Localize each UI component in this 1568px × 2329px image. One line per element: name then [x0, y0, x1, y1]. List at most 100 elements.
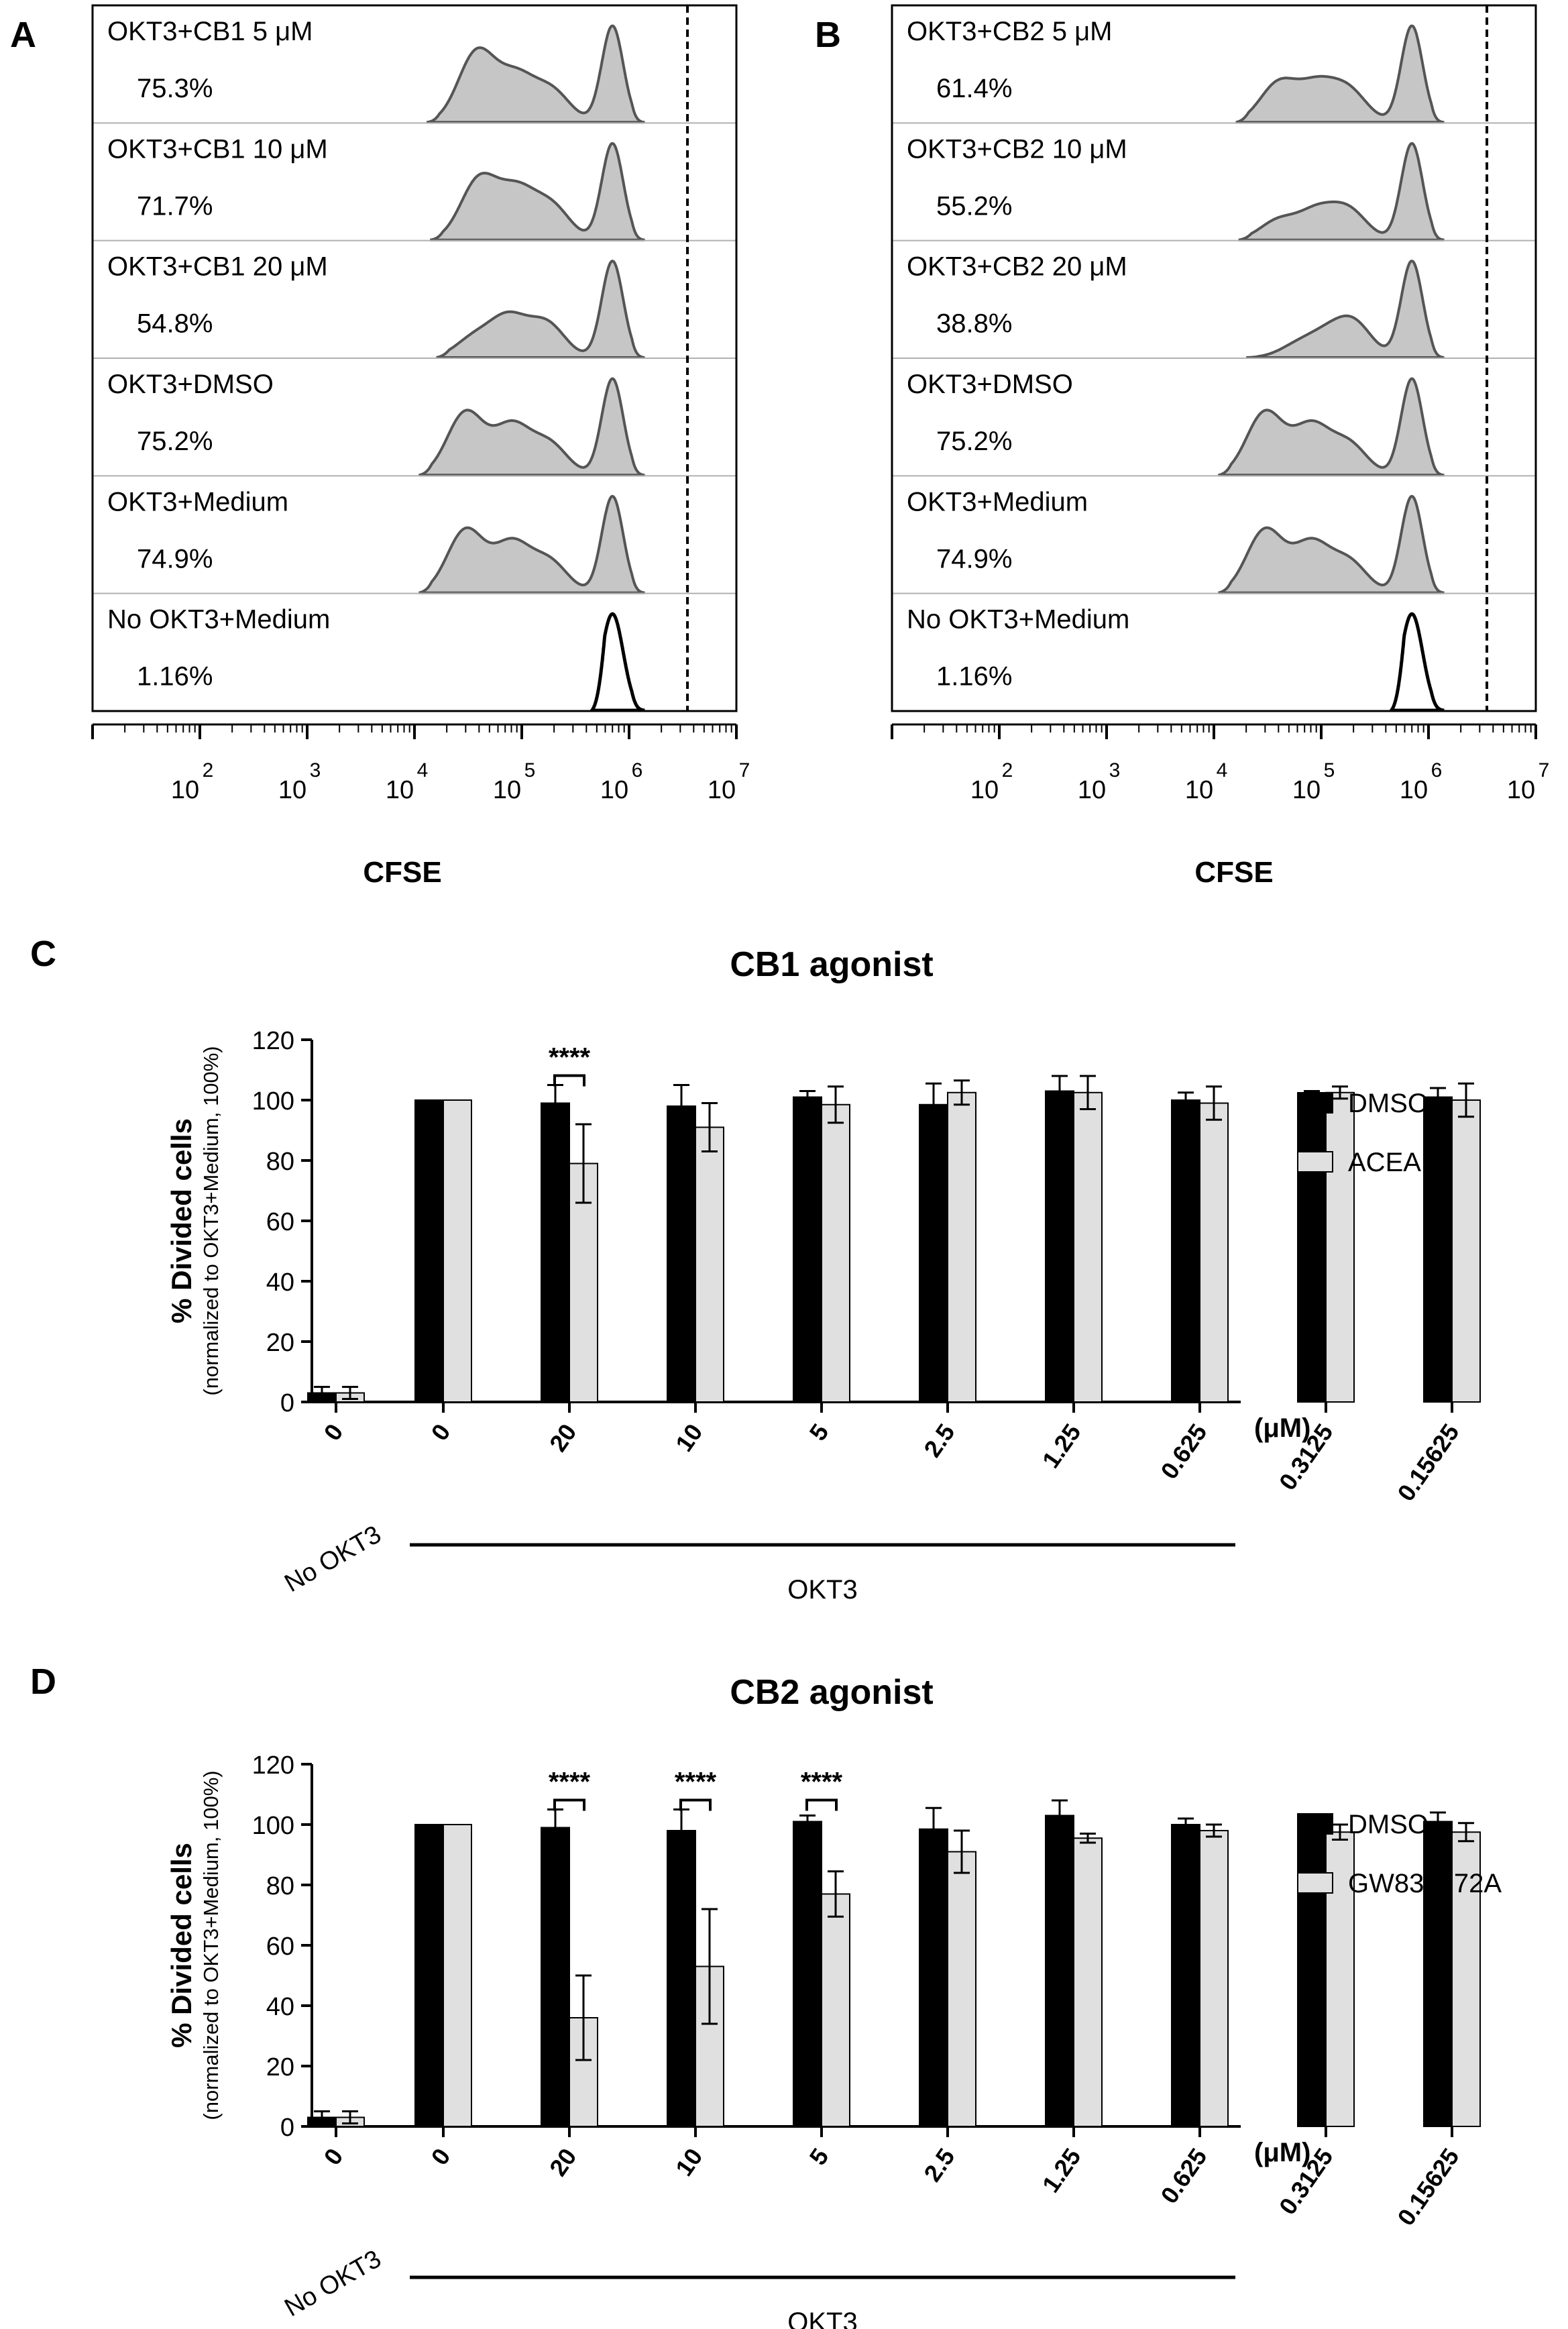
- legend-label: GW833972A: [1348, 1869, 1502, 1898]
- bar-acea: [1451, 1099, 1481, 1403]
- panel-letter-c: C: [30, 934, 56, 974]
- x-tick-label-exponent: 3: [310, 759, 321, 781]
- panel-letter-d: D: [30, 1662, 56, 1702]
- plot-frame: [91, 4, 738, 712]
- x-tick-label-exponent: 4: [1217, 759, 1228, 781]
- bar-gw833972a: [443, 1824, 472, 2127]
- panel-b-histograms: OKT3+CB2 5 μM 61.4% OKT3+CB2 10 μM 55.2% OKT…: [891, 4, 1550, 889]
- sample-label: OKT3+Medium: [107, 487, 288, 517]
- bar-acea: [1199, 1102, 1229, 1403]
- sample-label: OKT3+CB2 20 μM: [907, 252, 1127, 282]
- histogram-curve: [1246, 260, 1445, 359]
- sample-label: OKT3+CB2 5 μM: [907, 17, 1112, 46]
- bar-dmso: [1171, 1099, 1200, 1403]
- y-tick-label: 100: [252, 1812, 294, 1840]
- x-tick-label-exponent: 7: [1538, 759, 1550, 781]
- sample-label: OKT3+CB1 10 μM: [107, 134, 328, 164]
- x-tick-label-base: 10: [1400, 776, 1428, 804]
- x-tick-label-exponent: 5: [1324, 759, 1335, 781]
- panel-c-bar-chart: CB1 agonist 0 20 40 60 80 100 120 % Divided cell…: [166, 945, 1481, 1605]
- x-tick-label-base: 10: [493, 776, 521, 804]
- panel-letter-a: A: [10, 15, 36, 55]
- x-axis-title: CFSE: [363, 856, 441, 889]
- histogram-curve: [1388, 612, 1445, 712]
- x-tick-label-base: 10: [171, 776, 199, 804]
- x-tick-label-base: 10: [708, 776, 736, 804]
- x-tick-label-base: 10: [386, 776, 414, 804]
- x-tick-label-exponent: 6: [632, 759, 643, 781]
- x-tick-label-exponent: 5: [524, 759, 536, 781]
- bar-gw833972a: [1073, 1837, 1103, 2127]
- bar-dmso: [667, 1830, 696, 2127]
- bar-dmso: [1297, 1825, 1327, 2127]
- unit-label: (μM): [1254, 1413, 1310, 1443]
- bar-dmso: [667, 1105, 696, 1403]
- x-tick-label-exponent: 3: [1109, 759, 1121, 781]
- percent-divided-label: 75.2%: [936, 427, 1012, 456]
- bar-acea: [1073, 1091, 1103, 1403]
- bar-acea: [695, 1126, 724, 1403]
- y-axis-title: % Divided cells: [166, 1118, 197, 1323]
- sample-label: OKT3+DMSO: [107, 370, 274, 399]
- percent-divided-label: 55.2%: [936, 191, 1012, 221]
- histogram-curve: [426, 24, 645, 124]
- group-label-okt3: OKT3: [787, 1575, 857, 1605]
- percent-divided-label: 74.9%: [137, 544, 213, 574]
- sample-label: OKT3+CB1 5 μM: [107, 17, 313, 46]
- y-tick-label: 40: [266, 1268, 294, 1297]
- y-axis-subtitle: (normalized to OKT3+Medium, 100%): [199, 1046, 223, 1395]
- percent-divided-label: 75.2%: [137, 427, 213, 456]
- percent-divided-label: 1.16%: [137, 662, 213, 692]
- y-tick-label: 40: [266, 1993, 294, 2021]
- x-tick-label-exponent: 2: [1002, 759, 1013, 781]
- significance-stars: ****: [675, 1768, 717, 1797]
- legend-label: DMSO: [1348, 1810, 1429, 1839]
- bar-gw833972a: [821, 1893, 850, 2127]
- y-tick-label: 80: [266, 1148, 294, 1176]
- x-tick-label-base: 10: [970, 776, 999, 804]
- bar-dmso: [307, 2116, 337, 2127]
- percent-divided-label: 38.8%: [936, 309, 1012, 339]
- bar-dmso: [1297, 1099, 1327, 1403]
- histogram-curve: [436, 260, 645, 359]
- bar-gw833972a: [947, 1851, 976, 2127]
- sample-label: OKT3+CB2 10 μM: [907, 134, 1127, 164]
- bar-acea: [443, 1099, 472, 1403]
- y-tick-label: 0: [280, 2114, 294, 2142]
- sample-label: OKT3+CB1 20 μM: [107, 252, 328, 282]
- x-tick-label-base: 10: [1507, 776, 1535, 804]
- x-tick-label-exponent: 4: [417, 759, 429, 781]
- significance-stars: ****: [549, 1768, 591, 1797]
- y-tick-label: 60: [266, 1933, 294, 1961]
- histogram-curve: [418, 377, 645, 477]
- bar-dmso: [541, 1102, 570, 1403]
- bar-dmso: [414, 1824, 444, 2127]
- legend-label: ACEA: [1348, 1148, 1421, 1177]
- y-tick-label: 100: [252, 1087, 294, 1116]
- panel-a-histograms: OKT3+CB1 5 μM 75.3% OKT3+CB1 10 μM 71.7% OKT…: [91, 4, 750, 889]
- bar-dmso: [793, 1821, 822, 2127]
- percent-divided-label: 74.9%: [936, 544, 1012, 574]
- bar-acea: [947, 1091, 976, 1403]
- histogram-curve: [1218, 377, 1445, 477]
- x-tick-label-exponent: 6: [1431, 759, 1443, 781]
- bar-gw833972a: [1199, 1830, 1229, 2127]
- legend-label: DMSO: [1348, 1089, 1429, 1118]
- histogram-curve: [588, 612, 645, 712]
- chart-title: CB2 agonist: [730, 1673, 933, 1712]
- histogram-curve: [418, 494, 645, 594]
- y-tick-label: 20: [266, 2053, 294, 2081]
- bar-dmso: [541, 1827, 570, 2127]
- x-tick-label-exponent: 2: [203, 759, 214, 781]
- percent-divided-label: 54.8%: [137, 309, 213, 339]
- significance-bracket: [805, 1798, 838, 1811]
- sample-label: No OKT3+Medium: [907, 605, 1129, 635]
- x-axis-title: CFSE: [1194, 856, 1273, 889]
- y-tick-label: 0: [280, 1389, 294, 1417]
- bar-gw833972a: [1451, 1831, 1481, 2127]
- legend-swatch-acea: [1297, 1151, 1333, 1173]
- x-tick-label-base: 10: [1078, 776, 1106, 804]
- bar-dmso: [1045, 1815, 1074, 2127]
- y-axis-title: % Divided cells: [166, 1843, 197, 2048]
